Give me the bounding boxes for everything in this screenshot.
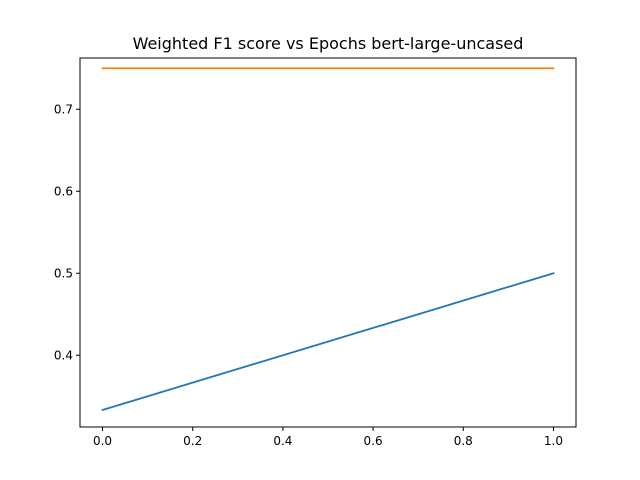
x-tick-label: 0.0 [93, 434, 112, 448]
y-tick-label: 0.4 [54, 348, 73, 362]
plot-area [101, 67, 555, 412]
y-tick-label: 0.6 [54, 184, 73, 198]
x-tick-label: 0.8 [454, 434, 473, 448]
series-line-1 [101, 272, 555, 412]
y-tick-label: 0.5 [54, 266, 73, 280]
x-tick-label: 1.0 [544, 434, 563, 448]
x-tick-label: 0.4 [273, 434, 292, 448]
axes-frame [79, 57, 577, 428]
x-tick-label: 0.2 [183, 434, 202, 448]
y-tick-label: 0.7 [54, 102, 73, 116]
x-axis: 0.0 0.2 0.4 0.6 0.8 1.0 [93, 427, 563, 448]
x-tick-label: 0.6 [364, 434, 383, 448]
chart-title: Weighted F1 score vs Epochs bert-large-u… [133, 34, 524, 53]
y-axis: 0.4 0.5 0.6 0.7 [54, 102, 80, 362]
